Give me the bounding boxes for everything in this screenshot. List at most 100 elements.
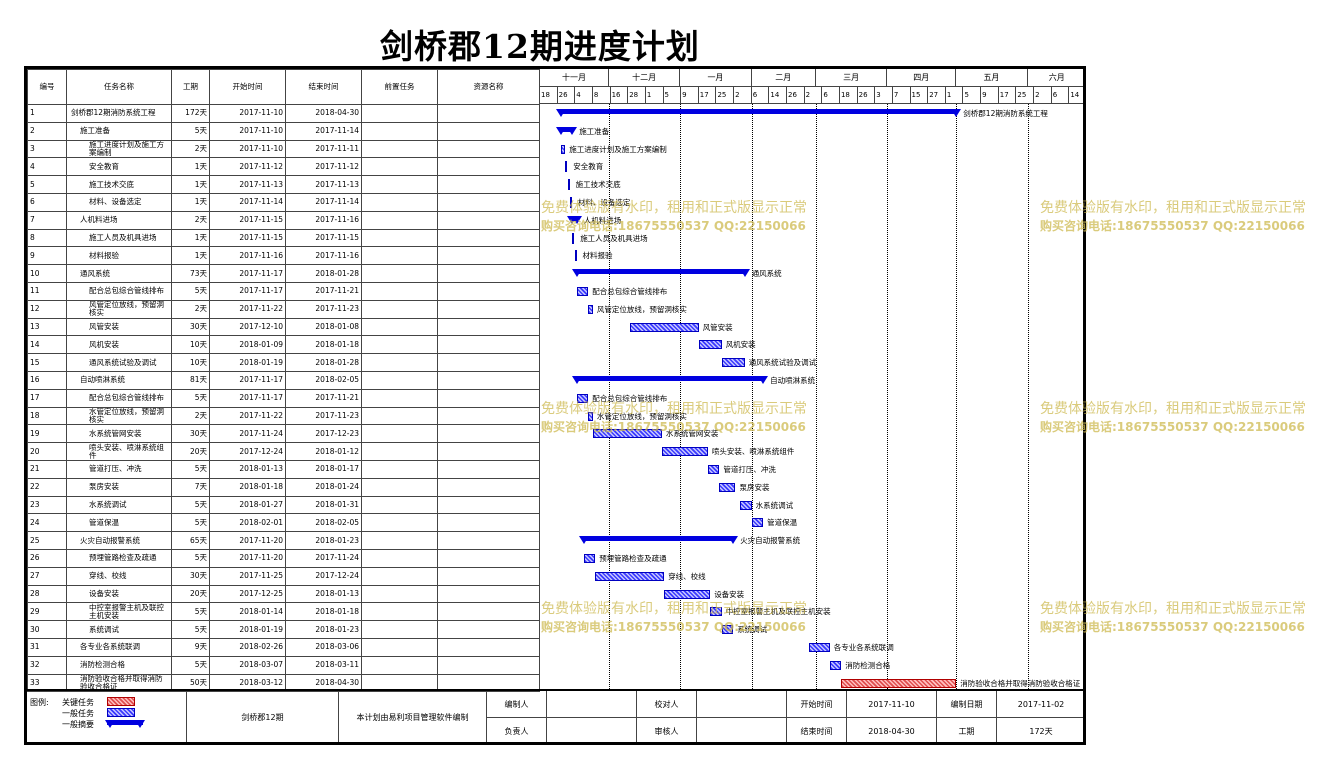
gantt-task-bar[interactable]: [751, 518, 764, 528]
table-row[interactable]: 15 通风系统试验及调试 10天 2018-01-19 2018-01-28: [27, 353, 540, 372]
gantt-task-bar[interactable]: [560, 144, 566, 154]
task-name: 设备安装: [66, 584, 172, 604]
gantt-summary-cap: [555, 126, 566, 135]
timescale-day: 18: [840, 87, 858, 104]
gantt-task-bar[interactable]: [719, 482, 736, 492]
table-row[interactable]: 14 风机安装 10天 2018-01-09 2018-01-18: [27, 335, 540, 355]
gantt-task-bar[interactable]: [583, 554, 596, 563]
table-row[interactable]: 19 水系统管网安装 30天 2017-11-24 2017-12-23: [27, 424, 540, 444]
gantt-summary-bar[interactable]: [560, 126, 573, 132]
table-row[interactable]: 3 施工进度计划及施工方案编制 2天 2017-11-10 2017-11-11: [27, 139, 540, 159]
timescale-day: 6: [752, 87, 770, 104]
task-end: 2017-12-24: [285, 566, 362, 586]
table-row[interactable]: 1 剑桥郡12期消防系统工程 172天 2017-11-10 2018-04-30: [27, 104, 540, 123]
timescale-day: 14: [769, 87, 788, 104]
task-start: 2017-11-17: [209, 264, 286, 283]
gantt-task-bar[interactable]: [707, 465, 720, 474]
table-row[interactable]: 2 施工准备 5天 2017-11-10 2017-11-14: [27, 121, 540, 141]
gantt-task-bar[interactable]: [710, 607, 722, 617]
gantt-task-bar[interactable]: [661, 447, 708, 457]
task-predecessor: [361, 566, 438, 586]
table-row[interactable]: 25 火灾自动报警系统 65天 2017-11-20 2018-01-23: [27, 531, 540, 550]
gantt-bar-label: 消防验收合格并取得消防验收合格证: [960, 678, 1081, 688]
table-row[interactable]: 24 管道保温 5天 2018-02-01 2018-02-05: [27, 513, 540, 533]
gantt-task-bar[interactable]: [576, 287, 589, 296]
table-row[interactable]: 31 各专业各系统联调 9天 2018-02-26 2018-03-06: [27, 637, 540, 657]
table-row[interactable]: 20 喷头安装、喷淋系统组件 20天 2017-12-24 2018-01-12: [27, 442, 540, 461]
table-row[interactable]: 16 自动喷淋系统 81天 2017-11-17 2018-02-05: [27, 370, 540, 390]
gantt-bar-label: 施工进度计划及施工方案编制: [569, 144, 667, 154]
gantt-critical-bar[interactable]: [841, 678, 957, 688]
gantt-summary-bar[interactable]: [583, 536, 734, 542]
gantt-task-bar[interactable]: [629, 322, 699, 332]
table-row[interactable]: 27 穿线、校线 30天 2017-11-25 2017-12-24: [27, 566, 540, 586]
table-row[interactable]: 13 风管安装 30天 2017-12-10 2018-01-08: [27, 317, 540, 337]
task-resource: [437, 246, 540, 266]
gantt-task-bar[interactable]: [592, 429, 662, 439]
task-id: 20: [27, 442, 67, 461]
task-start: 2017-11-20: [209, 531, 286, 550]
table-row[interactable]: 12 风管定位放线，预留洞核实 2天 2017-11-22 2017-11-23: [27, 299, 540, 319]
gantt-summary-bar[interactable]: [576, 269, 745, 275]
gantt-task-bar[interactable]: [572, 232, 575, 244]
task-name: 穿线、校线: [66, 566, 172, 586]
gantt-summary-bar[interactable]: [560, 109, 957, 114]
table-row[interactable]: 7 人机料进场 2天 2017-11-15 2017-11-16: [27, 210, 540, 230]
gantt-summary-bar[interactable]: [576, 376, 764, 381]
table-row[interactable]: 21 管道打压、冲洗 5天 2018-01-13 2018-01-17: [27, 459, 540, 479]
table-row[interactable]: 11 配合总包综合管线排布 5天 2017-11-17 2017-11-21: [27, 281, 540, 301]
table-row[interactable]: 23 水系统调试 5天 2018-01-27 2018-01-31: [27, 495, 540, 515]
gantt-bar-label: 预埋管路检查及疏通: [599, 554, 667, 563]
gantt-task-bar[interactable]: [595, 571, 665, 581]
gantt-bar-label: 管道打压、冲洗: [723, 465, 776, 474]
gantt-task-bar[interactable]: [588, 411, 593, 421]
gantt-task-bar[interactable]: [740, 500, 752, 510]
gantt-task-bar[interactable]: [569, 197, 572, 208]
gantt-bar-label: 风管定位放线，预留洞核实: [596, 304, 687, 314]
task-end: 2018-01-18: [285, 602, 362, 622]
gantt-task-bar[interactable]: [721, 358, 745, 368]
table-row[interactable]: 4 安全教育 1天 2017-11-12 2017-11-12: [27, 157, 540, 177]
gantt-task-bar[interactable]: [565, 161, 568, 173]
task-id: 29: [27, 602, 67, 622]
table-row[interactable]: 18 水管定位放线，预留洞核实 2天 2017-11-22 2017-11-23: [27, 406, 540, 426]
value-checked-by: [697, 691, 787, 718]
table-row[interactable]: 29 中控室报警主机及联控主机安装 5天 2018-01-14 2018-01-18: [27, 602, 540, 622]
table-row[interactable]: 6 材料、设备选定 1天 2017-11-14 2017-11-14: [27, 192, 540, 212]
gantt-task-bar[interactable]: [829, 660, 842, 670]
task-name: 人机料进场: [66, 210, 172, 230]
gantt-task-bar[interactable]: [588, 304, 593, 314]
month-gridline: [751, 104, 753, 689]
table-row[interactable]: 32 消防检测合格 5天 2018-03-07 2018-03-11: [27, 655, 540, 675]
table-row[interactable]: 17 配合总包综合管线排布 5天 2017-11-17 2017-11-21: [27, 388, 540, 408]
table-row[interactable]: 10 通风系统 73天 2017-11-17 2018-01-28: [27, 264, 540, 283]
task-id: 16: [27, 370, 67, 390]
gantt-task-bar[interactable]: [576, 393, 589, 403]
table-row[interactable]: 9 材料报验 1天 2017-11-16 2017-11-16: [27, 246, 540, 266]
task-start: 2017-11-12: [209, 157, 286, 177]
table-row[interactable]: 30 系统调试 5天 2018-01-19 2018-01-23: [27, 620, 540, 639]
table-row[interactable]: 22 泵房安装 7天 2018-01-18 2018-01-24: [27, 477, 540, 497]
gantt-bar-label: 剑桥郡12期消防系统工程: [963, 109, 1048, 118]
gantt-task-bar[interactable]: [721, 625, 734, 635]
gantt-task-bar[interactable]: [809, 643, 830, 652]
label-prepared-by: 编制人: [487, 691, 547, 718]
task-predecessor: [361, 513, 438, 533]
task-id: 28: [27, 584, 67, 604]
gantt-task-bar[interactable]: [567, 179, 570, 191]
task-name: 施工人员及机具进场: [66, 228, 172, 248]
table-row[interactable]: 8 施工人员及机具进场 1天 2017-11-15 2017-11-15: [27, 228, 540, 248]
table-row[interactable]: 5 施工技术交底 1天 2017-11-13 2017-11-13: [27, 175, 540, 194]
gantt-task-bar[interactable]: [698, 340, 722, 350]
table-row[interactable]: 33 消防验收合格并取得消防验收合格证 50天 2018-03-12 2018-04-3…: [27, 673, 540, 693]
table-row[interactable]: 28 设备安装 20天 2017-12-25 2018-01-13: [27, 584, 540, 604]
gantt-bar-label: 人机料进场: [583, 215, 622, 225]
gantt-task-bar[interactable]: [574, 250, 577, 262]
task-resource: [437, 388, 540, 408]
gantt-task-bar[interactable]: [664, 589, 711, 599]
task-start: 2018-03-07: [209, 655, 286, 675]
task-name: 配合总包综合管线排布: [66, 388, 172, 408]
table-row[interactable]: 26 预埋管路检查及疏通 5天 2017-11-20 2017-11-24: [27, 548, 540, 568]
task-resource: [437, 424, 540, 444]
task-name: 安全教育: [66, 157, 172, 177]
